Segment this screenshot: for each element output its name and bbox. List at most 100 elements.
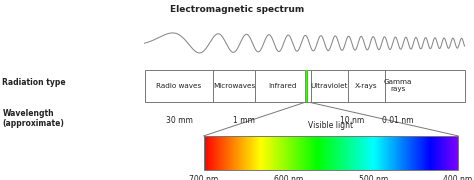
Bar <box>339 136 340 170</box>
Bar <box>310 136 311 170</box>
Bar <box>312 136 313 170</box>
Bar <box>299 136 300 170</box>
Bar <box>388 136 389 170</box>
Bar <box>332 136 333 170</box>
Bar <box>268 136 269 170</box>
Bar <box>245 136 246 170</box>
Bar <box>225 136 226 170</box>
Bar <box>262 136 263 170</box>
Bar <box>264 136 265 170</box>
Bar <box>265 136 266 170</box>
Bar <box>253 136 254 170</box>
Bar <box>377 136 378 170</box>
Bar <box>217 136 218 170</box>
Bar <box>330 136 331 170</box>
Text: Visible light: Visible light <box>309 121 354 130</box>
Bar <box>341 136 342 170</box>
Bar <box>428 136 429 170</box>
Bar <box>357 136 358 170</box>
Bar <box>212 136 213 170</box>
Bar <box>360 136 361 170</box>
Bar <box>345 136 346 170</box>
Bar <box>276 136 277 170</box>
Bar <box>295 136 296 170</box>
Bar <box>145 70 465 102</box>
Bar <box>293 136 294 170</box>
Bar <box>335 136 336 170</box>
Bar <box>417 136 418 170</box>
Bar <box>278 136 279 170</box>
Bar <box>434 136 435 170</box>
Bar <box>269 136 270 170</box>
Bar <box>306 136 307 170</box>
Bar <box>382 136 383 170</box>
Bar <box>390 136 391 170</box>
Bar <box>409 136 410 170</box>
Bar <box>230 136 231 170</box>
Bar <box>432 136 433 170</box>
Bar <box>410 136 411 170</box>
Bar <box>277 136 278 170</box>
Bar <box>223 136 224 170</box>
Bar <box>338 136 339 170</box>
Bar <box>206 136 207 170</box>
Bar <box>224 136 225 170</box>
Bar <box>334 136 335 170</box>
Bar <box>452 136 453 170</box>
Bar <box>393 136 394 170</box>
Bar <box>243 136 244 170</box>
Bar <box>331 136 332 170</box>
Bar <box>214 136 215 170</box>
Bar <box>222 136 223 170</box>
Bar <box>350 136 351 170</box>
Bar <box>239 136 240 170</box>
Bar <box>396 136 397 170</box>
Bar <box>237 136 238 170</box>
Bar <box>444 136 445 170</box>
Bar <box>326 136 327 170</box>
Bar <box>267 136 268 170</box>
Bar <box>337 136 338 170</box>
Bar <box>263 136 264 170</box>
Bar <box>315 136 316 170</box>
Text: Infrared: Infrared <box>269 83 297 89</box>
Bar <box>373 136 374 170</box>
Bar <box>216 136 217 170</box>
Bar <box>309 136 310 170</box>
Bar <box>317 136 318 170</box>
Bar <box>391 136 392 170</box>
Bar <box>271 136 272 170</box>
Bar <box>447 136 448 170</box>
Bar <box>422 136 423 170</box>
Bar <box>407 136 408 170</box>
Text: 500 nm: 500 nm <box>359 176 388 180</box>
Bar <box>284 136 285 170</box>
Bar <box>325 136 326 170</box>
Bar <box>213 136 214 170</box>
Bar <box>429 136 430 170</box>
Bar <box>381 136 382 170</box>
Bar <box>453 136 454 170</box>
Bar <box>241 136 242 170</box>
Bar <box>291 136 292 170</box>
Bar <box>235 136 236 170</box>
Bar <box>363 136 364 170</box>
Bar <box>342 136 343 170</box>
Bar <box>356 136 357 170</box>
Bar <box>448 136 449 170</box>
Bar <box>365 136 366 170</box>
Bar <box>232 136 233 170</box>
Bar <box>289 136 290 170</box>
Bar <box>352 136 353 170</box>
Bar <box>204 136 458 170</box>
Bar <box>246 136 247 170</box>
Bar <box>307 136 308 170</box>
Bar <box>229 136 230 170</box>
Bar <box>302 136 303 170</box>
Bar <box>303 136 304 170</box>
Bar <box>416 136 417 170</box>
Bar <box>296 136 297 170</box>
Bar <box>414 136 415 170</box>
Bar <box>442 136 443 170</box>
Bar <box>251 136 252 170</box>
